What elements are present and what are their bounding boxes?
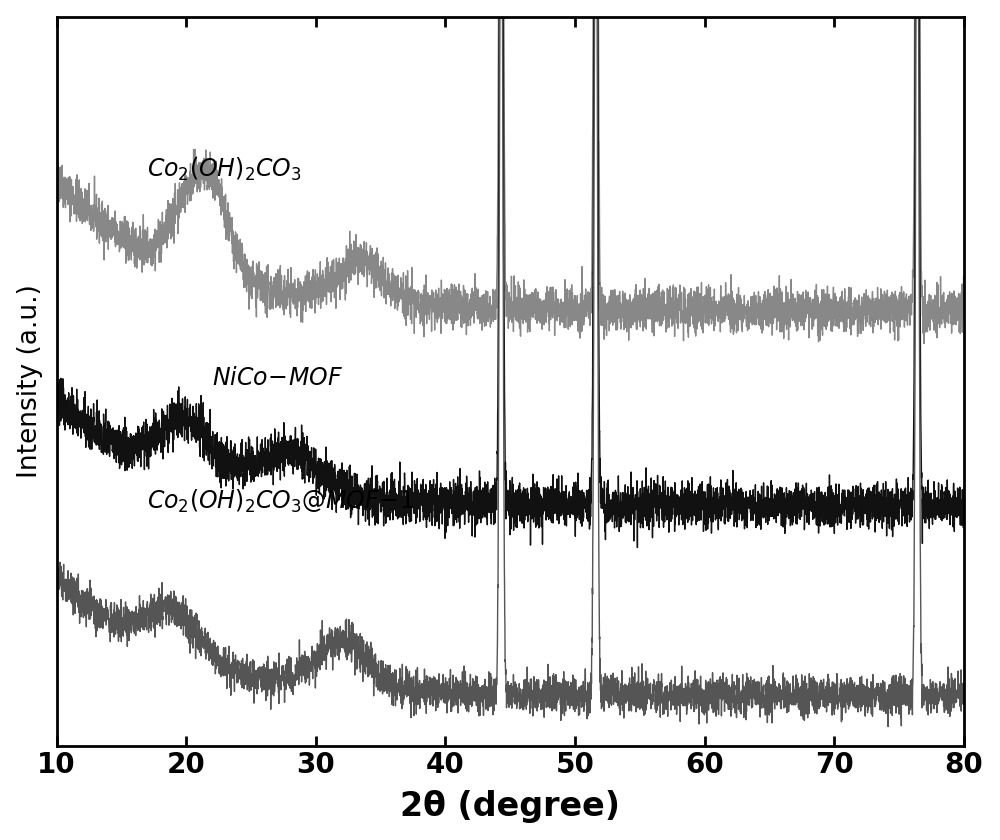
Text: $\mathit{Co_2(OH)_2CO_3@MOF\!-\!1}$: $\mathit{Co_2(OH)_2CO_3@MOF\!-\!1}$ (147, 487, 414, 515)
X-axis label: 2θ (degree): 2θ (degree) (400, 790, 620, 823)
Text: $\mathit{Co_2(OH)_2CO_3}$: $\mathit{Co_2(OH)_2CO_3}$ (147, 155, 302, 183)
Y-axis label: Intensity (a.u.): Intensity (a.u.) (17, 285, 43, 479)
Text: $\mathit{NiCo\!-\!MOF}$: $\mathit{NiCo\!-\!MOF}$ (212, 366, 343, 391)
